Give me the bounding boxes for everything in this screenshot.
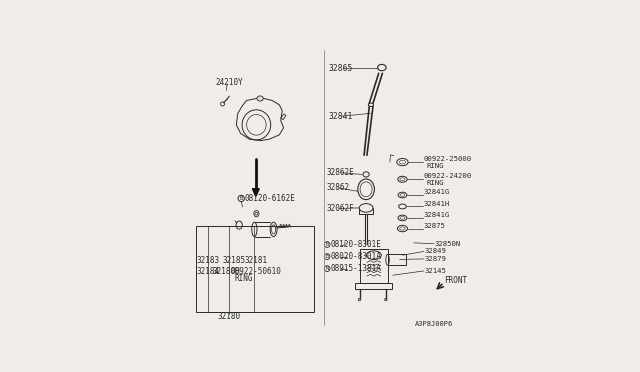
Text: 32181: 32181: [245, 256, 268, 265]
Ellipse shape: [358, 298, 361, 301]
Text: 32180H: 32180H: [213, 267, 241, 276]
Text: 32879: 32879: [424, 256, 447, 262]
Text: 32849: 32849: [424, 248, 447, 254]
Bar: [388, 254, 406, 265]
Text: 32145: 32145: [424, 268, 447, 274]
Text: 32180: 32180: [218, 312, 241, 321]
Text: 32841G: 32841G: [424, 189, 450, 195]
Text: 08120-6162E: 08120-6162E: [245, 194, 296, 203]
Text: 32862: 32862: [326, 183, 349, 192]
Text: B: B: [326, 242, 329, 247]
Text: 08915-1381A: 08915-1381A: [331, 264, 381, 273]
Text: B: B: [239, 196, 243, 201]
Text: 08120-8301E: 08120-8301E: [331, 240, 381, 249]
Text: 32183: 32183: [197, 256, 220, 265]
Text: 32841: 32841: [328, 112, 353, 121]
Text: 32184: 32184: [196, 267, 220, 276]
Text: N: N: [326, 266, 329, 271]
Text: 32062F: 32062F: [326, 204, 355, 213]
Text: 32875: 32875: [424, 223, 446, 229]
Text: 32862E: 32862E: [326, 168, 355, 177]
Text: FRONT: FRONT: [445, 276, 468, 285]
Text: 00922-25000: 00922-25000: [424, 156, 472, 162]
Text: RING: RING: [235, 275, 253, 283]
Ellipse shape: [257, 96, 263, 101]
Text: RING: RING: [427, 163, 444, 169]
Text: 32185: 32185: [222, 256, 245, 265]
Text: 24210Y: 24210Y: [216, 78, 243, 87]
Text: 32841H: 32841H: [424, 201, 450, 206]
Text: A3P8J00P6: A3P8J00P6: [415, 321, 453, 327]
Text: 32865: 32865: [328, 64, 353, 73]
Bar: [360, 249, 388, 283]
Polygon shape: [252, 189, 259, 196]
Bar: [196, 226, 314, 312]
Text: 32850N: 32850N: [435, 241, 461, 247]
Ellipse shape: [385, 298, 387, 301]
Text: RING: RING: [427, 180, 444, 186]
Text: 08020-8301A: 08020-8301A: [331, 252, 381, 261]
Text: 32841G: 32841G: [424, 212, 450, 218]
Text: B: B: [326, 254, 329, 259]
Text: 00922-50610: 00922-50610: [230, 267, 282, 276]
Text: 00922-24200: 00922-24200: [424, 173, 472, 179]
